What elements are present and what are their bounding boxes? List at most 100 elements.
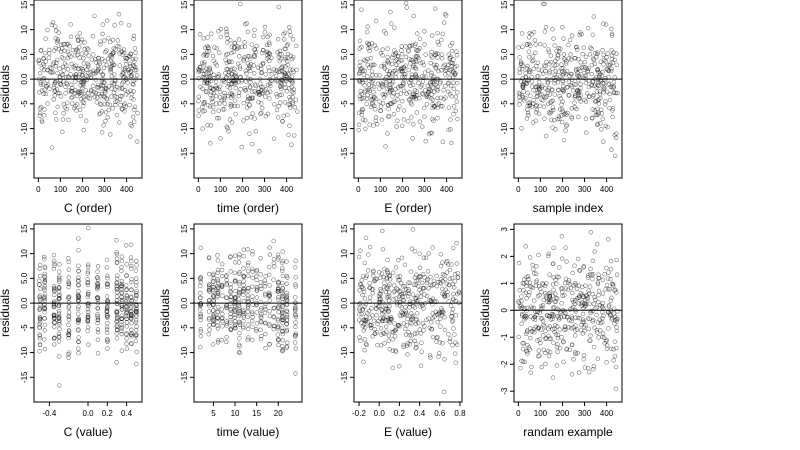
data-point (215, 310, 220, 315)
data-point (241, 315, 247, 320)
data-point (249, 42, 254, 47)
data-point (267, 96, 272, 101)
data-point (366, 86, 372, 92)
data-point (433, 51, 439, 56)
data-point (205, 35, 210, 40)
data-point (202, 60, 207, 65)
data-point (231, 49, 236, 55)
data-point (86, 324, 91, 330)
data-point (37, 322, 42, 327)
y-tick-label: 0.0 (20, 73, 29, 85)
data-point (560, 83, 566, 89)
data-point (413, 295, 419, 301)
data-point (378, 108, 383, 113)
data-point (438, 324, 443, 329)
data-point (43, 50, 48, 56)
data-point (575, 89, 580, 94)
data-point (555, 332, 561, 338)
data-point (536, 89, 541, 95)
data-point (357, 288, 362, 293)
data-point (580, 284, 585, 290)
data-point (229, 44, 234, 50)
data-point (601, 139, 606, 144)
data-point (594, 312, 599, 318)
data-point (198, 295, 203, 301)
data-point (525, 351, 530, 356)
data-point (439, 37, 444, 43)
data-point (246, 273, 251, 278)
data-point (608, 313, 613, 318)
data-point (98, 39, 103, 44)
data-point (75, 292, 81, 297)
data-point (129, 73, 135, 78)
data-point (413, 346, 418, 351)
data-point (66, 317, 72, 322)
data-point (245, 61, 251, 66)
data-point (52, 80, 58, 85)
data-point (401, 284, 406, 289)
data-point (597, 302, 603, 308)
data-point (245, 98, 250, 104)
data-point (541, 104, 547, 109)
data-point (382, 66, 388, 71)
data-point (86, 53, 91, 58)
data-point (401, 298, 406, 303)
data-point (129, 279, 134, 285)
data-point (386, 60, 391, 66)
data-point (603, 123, 608, 129)
data-point (233, 295, 238, 300)
data-point (208, 123, 213, 128)
data-point (232, 40, 238, 46)
data-point (520, 341, 525, 346)
data-point (452, 332, 457, 337)
data-point (370, 313, 375, 318)
data-point (455, 90, 460, 95)
data-point (578, 328, 584, 333)
data-point (590, 276, 595, 282)
x-tick-label: 300 (578, 409, 592, 418)
data-point (216, 116, 222, 121)
data-point (83, 94, 89, 99)
data-point (287, 94, 292, 100)
data-point (379, 271, 385, 276)
data-point (400, 68, 405, 74)
data-point (37, 307, 43, 312)
y-tick-label: 10 (500, 25, 509, 34)
data-point (609, 147, 614, 152)
data-point (550, 327, 555, 332)
data-point (72, 53, 78, 58)
data-point (394, 286, 399, 291)
data-point (454, 240, 459, 246)
data-point (356, 110, 362, 115)
plot-frame (193, 223, 303, 403)
y-tick-label: -15 (500, 147, 509, 159)
y-tick-label: -10 (340, 346, 349, 358)
data-point (120, 107, 125, 112)
data-point (449, 40, 455, 46)
data-point (250, 95, 256, 101)
data-point (453, 351, 458, 356)
data-point (108, 69, 113, 74)
x-tick-label: 400 (600, 409, 614, 418)
data-point (226, 128, 231, 134)
data-point (111, 82, 116, 87)
data-point (417, 304, 423, 309)
data-point (204, 89, 209, 95)
data-point (551, 340, 556, 345)
data-point (262, 310, 268, 316)
data-point (196, 76, 202, 81)
data-point (596, 275, 602, 281)
data-point (116, 12, 122, 17)
data-point (275, 257, 281, 262)
data-point (516, 300, 522, 306)
data-point (133, 283, 139, 288)
data-point (418, 84, 423, 89)
data-point (372, 43, 377, 48)
data-point (422, 105, 427, 111)
data-point (388, 9, 393, 15)
y-tick-label: 15 (340, 224, 349, 233)
data-point (242, 44, 248, 49)
data-point (360, 292, 365, 298)
data-point (576, 370, 582, 375)
data-point (113, 102, 118, 108)
